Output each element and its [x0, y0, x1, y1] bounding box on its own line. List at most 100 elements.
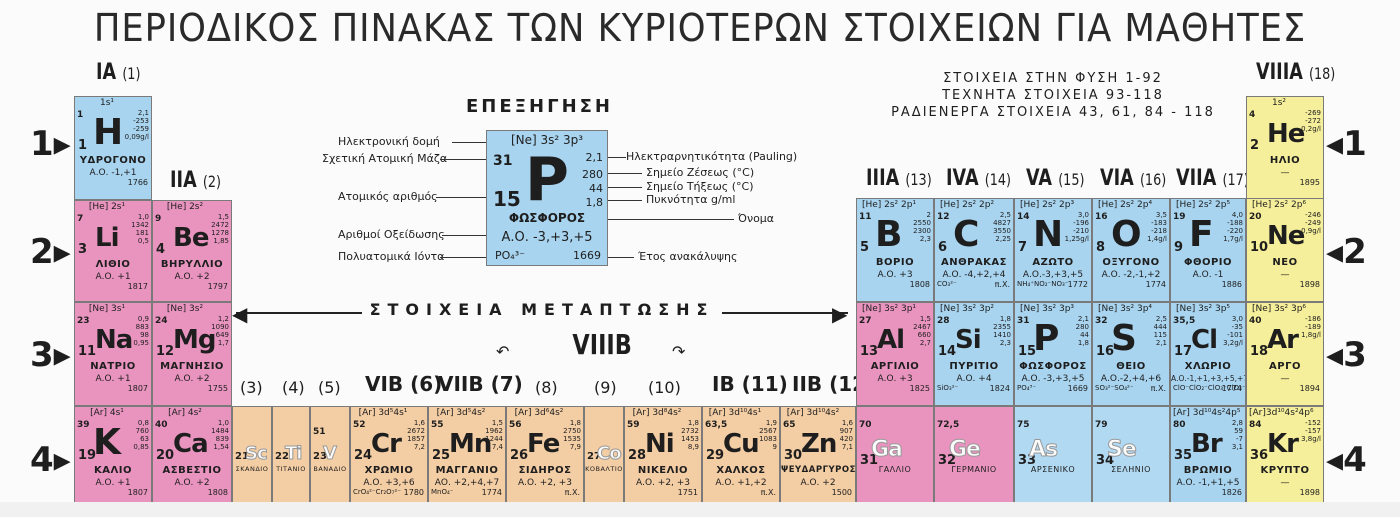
legend-label-mass: Σχετική Ατομική Μάζα [322, 152, 448, 165]
physical-properties: -186 -189 1,8g/l [1301, 315, 1321, 339]
discovery-year: 1807 [127, 384, 148, 393]
element-cell-ga: 70 31 Ga ΓΑΛΛΙΟ [856, 406, 934, 506]
physical-properties: 3,5 -183 -218 1,4g/l [1147, 211, 1167, 243]
atomic-number: 30 [784, 448, 803, 463]
element-cell-se: 79 34 Se ΣΕΛΗΝΙΟ [1092, 406, 1170, 506]
discovery-year: 1669 [1067, 384, 1088, 393]
element-symbol: Kr [1267, 429, 1299, 459]
atomic-mass: 12 [937, 212, 950, 222]
element-symbol: Ca [173, 429, 209, 459]
physical-properties: 0,8 760 63 0,85 [133, 419, 149, 451]
electron-config: [Ar] 3d⁶4s² [514, 408, 564, 418]
element-cell-co: 27 Co ΚΟΒΑΛΤΙΟ [584, 406, 624, 506]
atomic-number: 32 [938, 453, 957, 468]
atomic-number: 16 [1096, 344, 1115, 359]
period-label-3-left: 3▸ [30, 335, 71, 375]
electron-config: [Ne] 3s² [166, 304, 204, 314]
element-name: ΑΣΒΕΣΤΙΟ [162, 465, 222, 476]
group-label-9: (9) [594, 378, 617, 397]
element-cell-sc: 21 Sc ΣΚΑΝΔΙΟ [232, 406, 272, 506]
atomic-number: 31 [860, 453, 879, 468]
element-symbol: K [93, 422, 121, 463]
period-label-2-right: ◂2 [1326, 232, 1367, 272]
element-cell-li: [He] 2s¹ 7 3 Li 1,0 1342 181 0,5 ΛΙΘΙΟ Α.Ο. +1… [74, 200, 152, 302]
element-cell-h: 1s¹ 1 1 H 2,1 -253 -259 0,09g/l ΥΔΡΟΓΟΝΟ Α.Ο. … [74, 96, 152, 200]
legend-heading: ΕΠΕΞΗΓΗΣΗ [466, 96, 613, 117]
legend-mass: 31 [493, 153, 513, 169]
oxidation-states: Α.Ο. -1,+1 [89, 168, 137, 178]
discovery-year: π.Χ. [1150, 384, 1166, 393]
physical-properties: 2,1 -253 -259 0,09g/l [124, 109, 149, 141]
transition-label: ΣΤΟΙΧΕΙΑ ΜΕΤΑΠΤΩΣΗΣ [232, 300, 852, 319]
group-label-8: (8) [535, 378, 558, 397]
atomic-mass: 35,5 [1173, 316, 1196, 326]
legend-leader-mass [440, 159, 486, 160]
legend-label-mp: Σημείο Ζέσεως (°C) [646, 166, 755, 179]
element-cell-cl: [Ne] 3s² 3p⁵ 35,5 17 Cl 3,0 -35 -101 3,2g/l Χ… [1170, 302, 1246, 406]
polyatomic-ions: CO₃²⁻ [937, 280, 957, 288]
oxidation-states: — [1280, 478, 1290, 488]
atomic-number: 24 [354, 448, 373, 463]
element-cell-f: [He] 2s² 2p⁵ 19 9 F 4,0 -188 -220 1,7g/l ΦΘΟΡ… [1170, 198, 1246, 302]
element-symbol: Mn [449, 429, 492, 459]
oxidation-states: Α.Ο. +1 [95, 272, 131, 282]
legend-leader-ox [442, 235, 486, 236]
atomic-number: 27 [587, 451, 601, 462]
oxidation-states: Α.Ο. +1 [95, 374, 131, 384]
group-label-1: IA (1) [96, 60, 141, 85]
period-label-3-right: ◂3 [1326, 335, 1367, 375]
electron-config: [Ar] 3d¹⁰4s¹ [708, 408, 762, 418]
element-cell-ne: [He] 2s² 2p⁶ 20 10 Ne -246 -249 0,9g/l ΝΕΟ — 18… [1246, 198, 1324, 302]
discovery-year: 1817 [127, 282, 148, 291]
element-symbol: Br [1191, 429, 1223, 459]
atomic-mass: 52 [353, 420, 366, 430]
oxidation-states: — [1280, 374, 1290, 384]
discovery-year: 1894 [1299, 384, 1320, 393]
legend-ox: Α.Ο. -3,+3,+5 [501, 230, 593, 245]
transition-arrow-left-icon: ◀ [232, 302, 248, 326]
atomic-mass: 20 [1249, 212, 1262, 222]
oxidation-states: Α.Ο.-2,+4,+6 [1100, 374, 1162, 384]
atomic-number: 6 [938, 240, 948, 255]
atomic-mass: 9 [155, 214, 162, 224]
physical-properties: 1,0 1484 839 1,54 [211, 419, 229, 451]
electron-config: [Ne] 3s² 3p⁵ [1175, 304, 1231, 314]
nature-line-3: ΡΑΔΙΕΝΕΡΓΑ ΣΤΟΙΧΕΙΑ 43, 61, 84 - 118 [891, 105, 1215, 120]
element-name: ΒΑΝΑΔΙΟ [313, 465, 347, 473]
element-name: ΚΟΒΑΛΤΙΟ [585, 465, 623, 473]
group-label-5: (5) [318, 378, 341, 397]
legend-leader-ion [440, 257, 486, 258]
electron-config: 1s¹ [99, 98, 115, 108]
element-symbol: Cl [1191, 325, 1218, 355]
period-label-1-left: 1▸ [30, 124, 71, 164]
electron-config: [Ar]3d¹⁰4s²4p⁶ [1249, 408, 1314, 418]
element-cell-he: 1s² 4 2 He -269 -272 0,2g/l ΗΛΙΟ — 1895 [1246, 96, 1324, 200]
atomic-mass: 40 [1249, 316, 1262, 326]
group-label-16: VIA (16) [1100, 166, 1167, 191]
atomic-number: 7 [1018, 240, 1028, 255]
element-name: ΣΚΑΝΔΙΟ [235, 465, 269, 473]
legend-bp: 44 [589, 182, 603, 195]
element-name: ΜΑΓΓΑΝΙΟ [435, 465, 499, 476]
element-cell-p: [Ne] 3s² 3p³ 31 15 P 2,1 280 44 1,8 ΦΩΣΦΟΡΟΣ Α… [1014, 302, 1092, 406]
atomic-number: 12 [156, 344, 175, 359]
atomic-number: 20 [156, 448, 175, 463]
legend-ion: PO₄³⁻ [495, 249, 525, 262]
atomic-number: 8 [1096, 240, 1106, 255]
atomic-number: 14 [938, 344, 957, 359]
legend-leader-en [608, 157, 626, 158]
element-cell-al: [Ne] 3s² 3p¹ 27 13 Al 1,5 2467 660 2,7 ΑΡΓΙΛΙ… [856, 302, 934, 406]
physical-properties: 4,0 -188 -220 1,7g/l [1223, 211, 1243, 243]
atomic-number: 22 [275, 451, 289, 462]
element-symbol: Ti [284, 443, 303, 465]
discovery-year: 1766 [127, 178, 148, 187]
legend-label-config: Ηλεκτρονική δομή [338, 135, 440, 148]
nature-info: ΣΤΟΙΧΕΙΑ ΣΤΗΝ ΦΥΣΗ 1-92 ΤΕΧΝΗΤΑ ΣΤΟΙΧΕΙΑ… [873, 70, 1233, 121]
discovery-year: 1808 [909, 280, 930, 289]
element-symbol: Be [173, 223, 209, 253]
legend-en: 2,1 [585, 151, 604, 164]
period-label-1-right: ◂1 [1326, 124, 1367, 164]
atomic-mass: 59 [627, 420, 640, 430]
legend-label-density: Πυκνότητα g/ml [646, 193, 736, 206]
element-cell-ar: [Ne] 3s² 3p⁶ 40 18 Ar -186 -189 1,8g/l ΑΡΓΟ — 1… [1246, 302, 1324, 406]
